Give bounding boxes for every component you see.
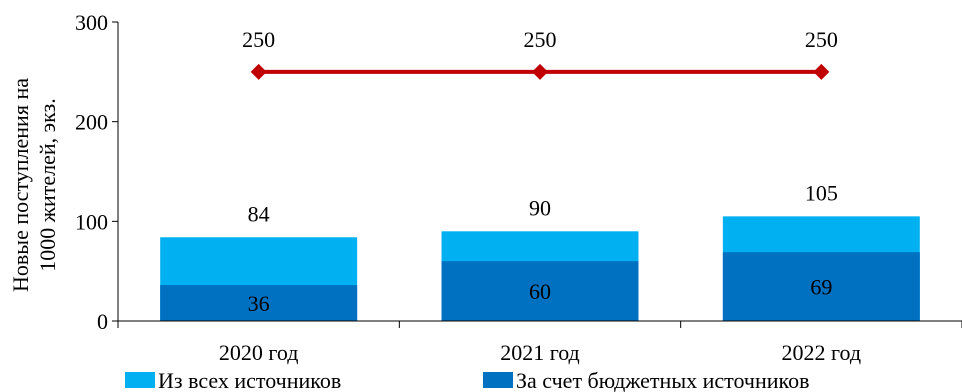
data-label-line-2: 250 [805, 27, 838, 52]
data-label-line-1: 250 [524, 27, 557, 52]
line-marker-0 [250, 63, 267, 80]
y-axis-title: Новые поступления на 1000 жителей, экз. [8, 78, 60, 292]
data-label-total-2: 105 [805, 180, 838, 205]
y-tick-label-2: 200 [75, 110, 108, 135]
legend-swatch-1 [483, 372, 513, 388]
legend: Из всех источников За счет бюджетных исто… [125, 368, 809, 392]
line-marker-1 [532, 63, 548, 80]
legend-swatch-0 [125, 372, 155, 388]
data-label-budget-0: 36 [248, 291, 270, 316]
bar-budget-0 [160, 285, 358, 321]
data-label-line-0: 250 [242, 27, 275, 52]
y-tick-label-1: 100 [75, 209, 108, 234]
line-marker-2 [813, 63, 830, 80]
plot-area: 0 100 200 300 2020 год 2021 год 2022 год 84 36 90… [75, 10, 962, 365]
bar-budget-2 [722, 252, 920, 321]
data-label-total-1: 90 [529, 195, 551, 220]
x-tick-label-1: 2021 год [500, 340, 580, 365]
data-label-total-0: 84 [248, 201, 270, 226]
legend-label-0: Из всех источников [158, 368, 341, 392]
bar-budget-1 [441, 261, 639, 321]
y-tick-label-3: 300 [75, 10, 108, 35]
x-tick-label-2: 2022 год [782, 340, 862, 365]
data-label-budget-1: 60 [529, 279, 551, 304]
legend-label-1: За счет бюджетных источников [516, 368, 809, 392]
data-label-budget-2: 69 [810, 275, 832, 300]
y-axis-title-line-2: 1000 жителей, экз. [35, 98, 60, 271]
x-tick-label-0: 2020 год [219, 340, 299, 365]
y-tick-label-0: 0 [97, 309, 108, 334]
y-axis-title-line-1: Новые поступления на [8, 78, 33, 292]
